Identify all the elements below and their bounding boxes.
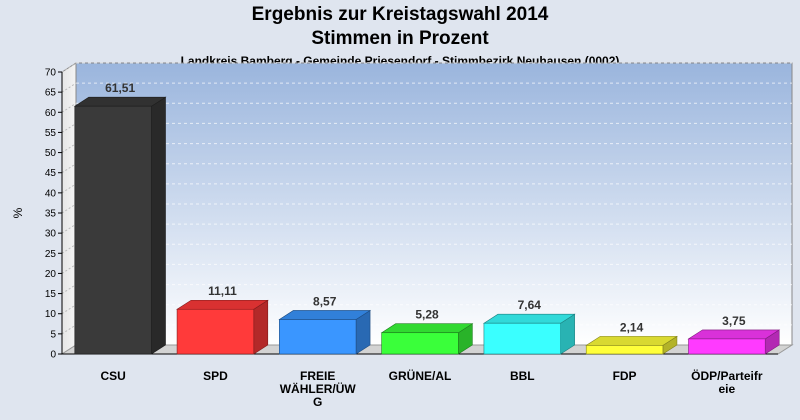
bar	[380, 323, 474, 355]
data-label: 7,64	[518, 298, 542, 312]
y-tick-label: 0	[50, 350, 56, 361]
bar	[278, 309, 372, 355]
y-tick-label: 60	[45, 108, 57, 119]
chart-title: Ergebnis zur Kreistagswahl 2014	[251, 4, 549, 25]
x-tick-label-line: ÖDP/Parteifr	[691, 368, 763, 383]
grid-line	[61, 243, 77, 254]
bar-front	[585, 345, 664, 355]
x-tick-label: ÖDP/Parteifr eie	[691, 368, 763, 396]
x-tick-label-line: FREIE	[300, 369, 335, 383]
grid-line	[61, 284, 77, 294]
grid-line	[61, 62, 77, 73]
bar	[176, 299, 269, 355]
grid-line	[61, 223, 77, 234]
grid-line	[61, 163, 77, 174]
x-tick-label-line: BBL	[510, 369, 535, 383]
data-label: 3,75	[722, 314, 746, 328]
data-label: 61,51	[105, 81, 135, 95]
grid-line	[61, 143, 77, 153]
x-tick-label-line: G	[313, 395, 322, 409]
x-tick-label: FDP	[613, 369, 637, 383]
y-tick-label: 25	[45, 249, 57, 260]
x-tick-label-line: WÄHLER/ÜW	[280, 381, 357, 396]
y-tick-label: 40	[45, 188, 57, 199]
bar-front	[176, 308, 255, 355]
grid-line	[61, 123, 77, 133]
bar-front	[483, 322, 561, 355]
y-tick-label: 15	[45, 289, 57, 300]
bar	[73, 96, 167, 355]
x-tick-label: SPD	[203, 369, 228, 383]
x-tick-label: CSU	[100, 369, 125, 383]
bar-front	[381, 332, 459, 355]
y-axis-label: %	[11, 207, 25, 218]
grid-line	[61, 82, 77, 93]
y-tick-label: 50	[45, 148, 57, 159]
bar-front	[74, 105, 152, 355]
bar-top	[73, 96, 167, 107]
bar-top	[687, 329, 781, 340]
bar-front	[688, 338, 766, 355]
bar-top	[176, 299, 269, 310]
y-tick-label: 30	[45, 229, 57, 240]
data-label: 2,14	[620, 320, 644, 334]
y-tick-label: 20	[45, 269, 57, 280]
grid-line	[61, 264, 77, 274]
y-tick-label: 70	[45, 68, 57, 79]
chart-bars	[73, 96, 781, 355]
y-tick-label: 65	[45, 88, 57, 99]
x-tick-label-line: FDP	[613, 369, 637, 383]
x-tick-label: BBL	[510, 369, 535, 383]
x-tick-label: FREIE WÄHLER/ÜW G	[280, 369, 357, 409]
x-tick-label-line: SPD	[203, 369, 228, 383]
bar-top	[380, 323, 474, 334]
grid-line	[61, 324, 77, 335]
bar	[585, 335, 678, 355]
y-tick-label: 35	[45, 209, 57, 220]
y-tick-label: 5	[50, 329, 56, 340]
data-label: 5,28	[415, 308, 439, 322]
x-tick-label-line: CSU	[100, 369, 125, 383]
bar-front	[279, 319, 357, 355]
grid-line	[61, 102, 77, 113]
bar-top	[278, 310, 372, 320]
bar-side	[151, 96, 166, 355]
data-label: 8,57	[313, 294, 337, 308]
y-tick-label: 10	[45, 309, 57, 320]
chart-labels: 61,51 CSU 11,11 SPD 8,57 FREIE WÄHLER/ÜW G 5,28 G…	[100, 81, 762, 409]
y-tick-label: 45	[45, 168, 57, 179]
bar-top	[482, 313, 576, 324]
x-tick-label: GRÜNE/AL	[389, 368, 452, 383]
bar	[482, 313, 576, 355]
bar-side	[253, 299, 269, 355]
bar	[687, 329, 781, 355]
x-tick-label-line: eie	[719, 382, 736, 396]
y-tick-label: 55	[45, 128, 57, 139]
chart-subtitle: Stimmen in Prozent	[311, 28, 489, 49]
grid-line	[61, 183, 77, 194]
bar-top	[585, 336, 678, 346]
grid-line	[61, 304, 77, 315]
grid-line	[61, 203, 77, 214]
data-label: 11,11	[208, 284, 237, 298]
x-tick-label-line: GRÜNE/AL	[389, 368, 452, 383]
